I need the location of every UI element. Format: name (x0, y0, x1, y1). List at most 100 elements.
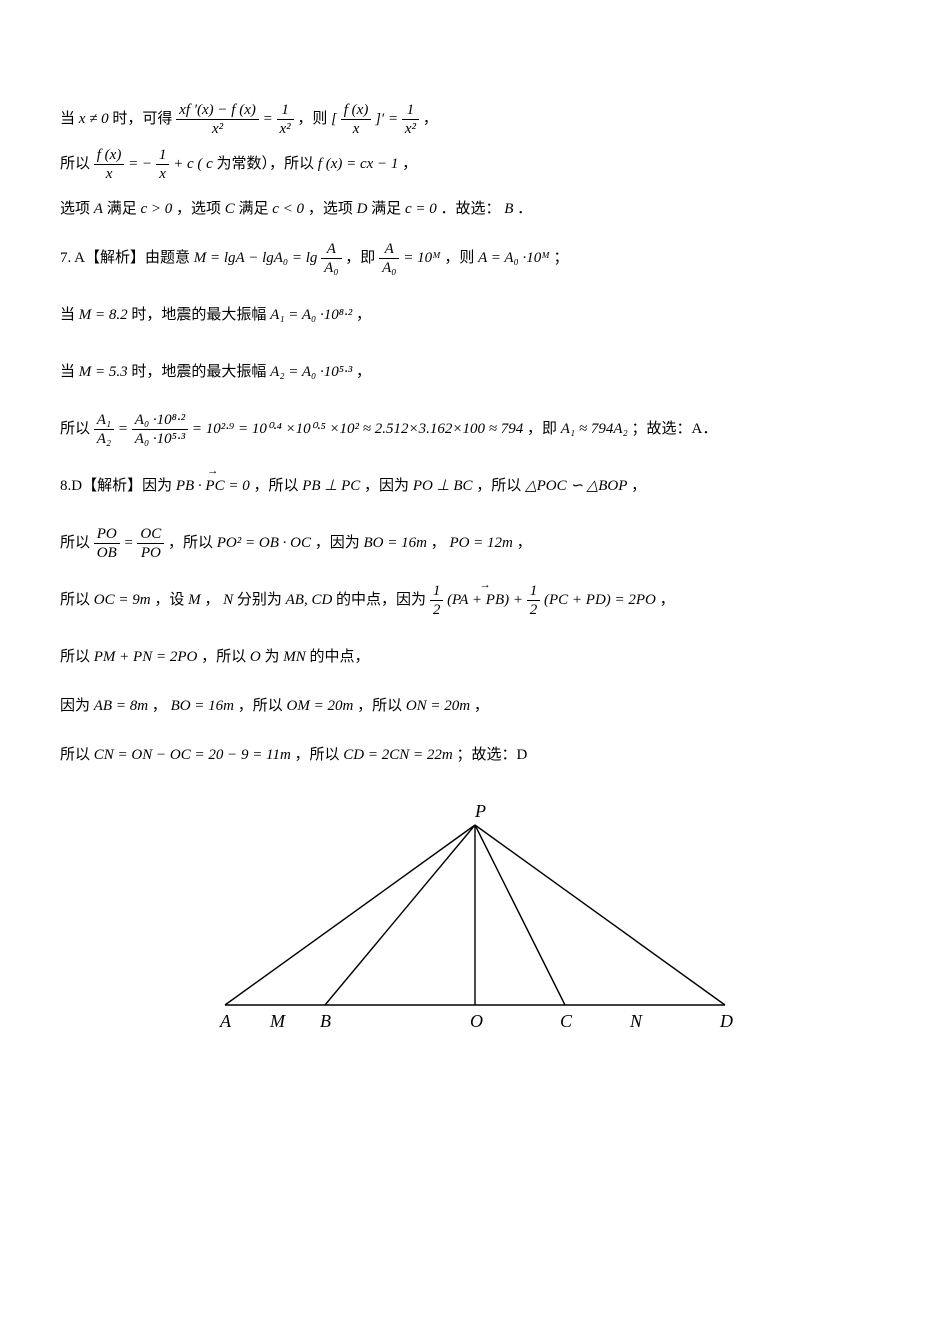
text: 满足 (371, 201, 401, 217)
text: ，选项 (308, 201, 353, 217)
text: 因为 (60, 698, 90, 714)
denom: A₀ (321, 259, 341, 277)
text: ，则 (444, 250, 474, 266)
math: M = 8.2 (79, 307, 128, 323)
math: (PC + PD) = 2PO (544, 592, 656, 608)
text: ．故选： (440, 201, 500, 217)
math: M = 5.3 (79, 364, 128, 380)
math: M (188, 592, 201, 608)
numer: PO (94, 526, 120, 545)
numer: f (x) (341, 102, 372, 121)
text: ， (660, 592, 675, 608)
text: ，设 (154, 592, 184, 608)
denom: PO (137, 544, 164, 562)
fraction: A A₀ (321, 241, 341, 277)
math: CD = 2CN = 22m (343, 747, 452, 763)
text: 7. A【解析】由题意 (60, 250, 190, 266)
math: PO = 12m (449, 535, 512, 551)
denom: 2 (527, 601, 541, 619)
svg-text:N: N (629, 1011, 643, 1031)
math: A₁ = A₀ ·10⁸·² (270, 307, 352, 323)
text: ， (474, 698, 489, 714)
text: ． (517, 201, 532, 217)
denom: x² (176, 120, 259, 138)
text: ，选项 (176, 201, 221, 217)
option: C (225, 201, 235, 217)
math: MN (283, 649, 306, 665)
text: ， (517, 535, 532, 551)
math: A = A₀ ·10ᴹ (478, 250, 550, 266)
solution-line: 选项 A 满足 c > 0 ，选项 C 满足 c < 0 ，选项 D 满足 c … (60, 190, 890, 229)
solution-line: 当 M = 8.2 时，地震的最大振幅 A₁ = A₀ ·10⁸·² ， (60, 296, 890, 335)
math: OM = 20m (287, 698, 354, 714)
numer: f (x) (94, 147, 125, 166)
text: 所以 (60, 421, 90, 437)
text: ， (402, 156, 417, 172)
solution-line: 所以 f (x) x = − 1 x + c ( c 为常数），所以 f (x)… (60, 145, 890, 184)
math: c > 0 (140, 201, 172, 217)
text: 为 (264, 649, 279, 665)
text: ，所以 (476, 478, 521, 494)
equals: = (118, 421, 132, 437)
text: 所以 (60, 535, 90, 551)
text: ，所以 (357, 698, 402, 714)
fraction: 1 x² (402, 102, 419, 138)
fraction: OC PO (137, 526, 164, 562)
math: N (223, 592, 233, 608)
text: 所以 (60, 156, 90, 172)
answer: B (504, 201, 513, 217)
fraction: A₁ A₂ (94, 412, 114, 448)
geometry-diagram: PAMBOCND (60, 795, 890, 1051)
text: ， (152, 698, 167, 714)
option: A (94, 201, 103, 217)
text: ，所以 (295, 747, 340, 763)
denom: x (94, 165, 125, 183)
math: [ (331, 111, 337, 127)
math: = 10²·⁹ = 10⁰·⁴ ×10⁰·⁵ ×10² ≈ 2.512×3.16… (192, 421, 523, 437)
numer: 1 (156, 147, 170, 166)
math: c < 0 (272, 201, 304, 217)
denom: x (341, 120, 372, 138)
text: ，因为 (315, 535, 360, 551)
text: 为常数），所以 (217, 156, 315, 172)
denom: OB (94, 544, 120, 562)
math: OC = 9m (94, 592, 151, 608)
text: ； (553, 250, 568, 266)
text: 8.D【解析】因为 (60, 478, 172, 494)
solution-line: 所以 OC = 9m ，设 M ， N 分别为 AB, CD 的中点，因为 1 … (60, 581, 890, 620)
solution-line: 8.D【解析】因为 PB · PC = 0 ，所以 PB ⊥ PC ，因为 PO… (60, 467, 890, 506)
fraction: PO OB (94, 526, 120, 562)
math: A₁ ≈ 794A₂ (561, 421, 628, 437)
math: = 10ᴹ (403, 250, 440, 266)
math: CN = ON − OC = 20 − 9 = 11m (94, 747, 291, 763)
text: 所以 (60, 649, 90, 665)
text: ；故选：A． (632, 421, 718, 437)
solution-line: 所以 PM + PN = 2PO ，所以 O 为 MN 的中点， (60, 638, 890, 677)
denom: A₂ (94, 430, 114, 448)
diagram-svg: PAMBOCND (195, 795, 755, 1035)
text: ，因为 (364, 478, 409, 494)
math: △POC ∽ △BOP (525, 478, 627, 494)
svg-text:A: A (219, 1011, 232, 1031)
math: PO ⊥ BC (413, 478, 473, 494)
svg-text:O: O (470, 1011, 483, 1031)
text: ，所以 (253, 478, 298, 494)
vector: PB · PC = 0 (176, 467, 250, 506)
fraction: f (x) x (94, 147, 125, 183)
text: ， (423, 111, 438, 127)
text: 满足 (239, 201, 269, 217)
text: 时，可得 (112, 111, 172, 127)
text: 所以 (60, 592, 90, 608)
text: ， (631, 478, 646, 494)
text: ；故选：D (456, 747, 527, 763)
denom: x² (277, 120, 294, 138)
denom: A₀ (379, 259, 399, 277)
text: 时，地震的最大振幅 (131, 364, 266, 380)
denom: 2 (430, 601, 444, 619)
equals: = (124, 535, 138, 551)
text: ， (431, 535, 446, 551)
text: ， (204, 592, 219, 608)
solution-line: 当 x ≠ 0 时，可得 xf ′(x) − f (x) x² = 1 x² ，… (60, 100, 890, 139)
math: BO = 16m (171, 698, 234, 714)
numer: A₁ (94, 412, 114, 431)
